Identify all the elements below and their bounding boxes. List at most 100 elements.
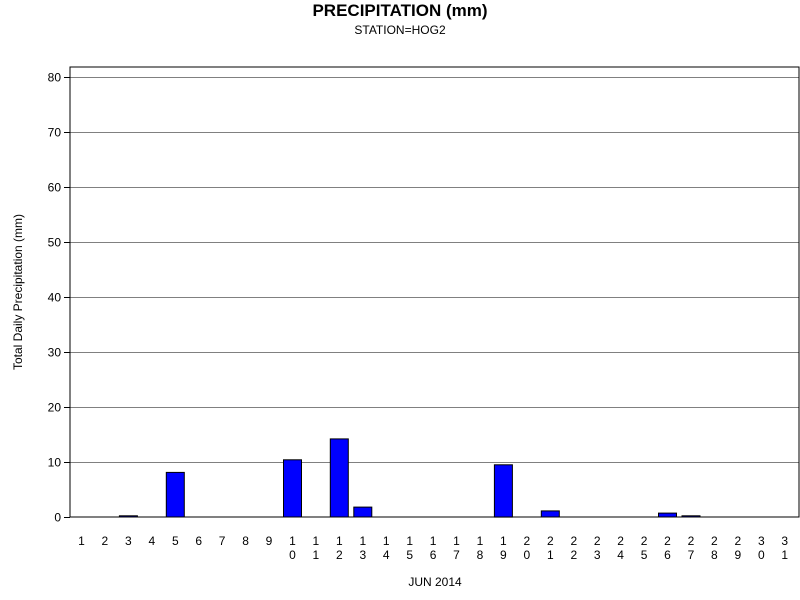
x-tick-label: 10	[289, 534, 296, 562]
x-tick-digit: 9	[266, 534, 273, 548]
x-tick-digit: 2	[734, 534, 741, 548]
x-tick-digit: 6	[195, 534, 202, 548]
x-tick-label: 20	[524, 534, 531, 562]
x-tick-digit: 8	[242, 534, 249, 548]
chart-subtitle: STATION=HOG2	[354, 23, 446, 37]
x-tick-digit: 1	[781, 548, 788, 562]
x-tick-digit: 4	[617, 548, 624, 562]
x-tick-digit: 2	[570, 548, 577, 562]
x-tick-digit: 1	[406, 534, 413, 548]
x-tick-label: 14	[383, 534, 390, 562]
y-tick-label: 60	[48, 181, 62, 195]
x-tick-digit: 1	[430, 534, 437, 548]
axes	[69, 66, 800, 518]
x-tick-digit: 1	[336, 534, 343, 548]
x-tick-digit: 1	[78, 534, 85, 548]
x-tick-label: 16	[430, 534, 437, 562]
x-tick-digit: 8	[477, 548, 484, 562]
x-tick-label: 7	[219, 534, 226, 548]
bar-day-10	[283, 459, 302, 518]
y-tick-label: 50	[48, 236, 62, 250]
x-tick-digit: 8	[711, 548, 718, 562]
x-tick-digit: 5	[172, 534, 179, 548]
x-tick-label: 27	[688, 534, 695, 562]
y-tick-label: 0	[54, 511, 61, 525]
x-tick-label: 19	[500, 534, 507, 562]
x-tick-label: 12	[336, 534, 343, 562]
x-tick-digit: 2	[664, 534, 671, 548]
x-tick-label: 8	[242, 534, 249, 548]
x-tick-label: 31	[781, 534, 788, 562]
x-tick-digit: 1	[313, 534, 320, 548]
y-tick-label: 40	[48, 291, 62, 305]
x-tick-label: 26	[664, 534, 671, 562]
y-tick-label: 30	[48, 346, 62, 360]
x-tick-digit: 2	[617, 534, 624, 548]
x-tick-label: 23	[594, 534, 601, 562]
x-tick-digit: 5	[406, 548, 413, 562]
x-tick-digit: 1	[547, 548, 554, 562]
x-tick-digit: 1	[453, 534, 460, 548]
x-tick-digit: 5	[641, 548, 648, 562]
x-tick-label: 17	[453, 534, 460, 562]
bar-day-26	[658, 512, 677, 518]
x-tick-label: 29	[734, 534, 741, 562]
x-tick-digit: 1	[383, 534, 390, 548]
x-tick-digit: 3	[359, 548, 366, 562]
x-tick-label: 22	[570, 534, 577, 562]
x-tick-label: 30	[758, 534, 765, 562]
x-tick-label: 1	[78, 534, 85, 548]
x-tick-label: 28	[711, 534, 718, 562]
x-tick-digit: 2	[524, 534, 531, 548]
x-tick-digit: 3	[125, 534, 132, 548]
x-tick-digit: 0	[524, 548, 531, 562]
x-tick-digit: 3	[781, 534, 788, 548]
x-tick-digit: 2	[641, 534, 648, 548]
x-tick-digit: 1	[477, 534, 484, 548]
bar-day-21	[540, 510, 560, 518]
x-tick-digit: 7	[688, 548, 695, 562]
grid-lines	[70, 77, 799, 463]
x-tick-label: 3	[125, 534, 132, 548]
x-tick-label: 5	[172, 534, 179, 548]
x-tick-digit: 4	[383, 548, 390, 562]
x-tick-digit: 2	[711, 534, 718, 548]
bar-day-19	[493, 464, 513, 518]
x-tick-digit: 2	[102, 534, 109, 548]
bar-day-13	[353, 506, 373, 518]
chart-title: PRECIPITATION (mm)	[312, 1, 488, 20]
x-tick-label: 13	[359, 534, 366, 562]
x-tick-digit: 2	[570, 534, 577, 548]
y-tick-label: 10	[48, 456, 62, 470]
x-axis-label: JUN 2014	[408, 575, 462, 589]
x-tick-label: 9	[266, 534, 273, 548]
bars	[118, 438, 701, 518]
x-ticks: 1 2 3 4 5 6 7 8 9 1011121314151617181920212223242…	[78, 534, 788, 562]
y-tick-label: 70	[48, 126, 62, 140]
x-tick-digit: 2	[688, 534, 695, 548]
y-tick-label: 80	[48, 71, 62, 85]
x-tick-label: 6	[195, 534, 202, 548]
bar-day-12	[329, 438, 349, 518]
x-tick-digit: 1	[313, 548, 320, 562]
x-tick-label: 24	[617, 534, 624, 562]
x-tick-digit: 1	[289, 534, 296, 548]
y-axis-label: Total Daily Precipitation (mm)	[11, 214, 25, 370]
x-tick-digit: 7	[453, 548, 460, 562]
x-tick-label: 18	[477, 534, 484, 562]
x-tick-digit: 9	[734, 548, 741, 562]
x-tick-label: 15	[406, 534, 413, 562]
x-tick-digit: 0	[289, 548, 296, 562]
bar-day-5	[165, 471, 185, 518]
x-tick-digit: 2	[547, 534, 554, 548]
x-tick-digit: 2	[594, 534, 601, 548]
x-tick-label: 4	[148, 534, 155, 548]
y-tick-label: 20	[48, 401, 62, 415]
x-tick-digit: 1	[500, 534, 507, 548]
y-ticks: 0 10 20 30 40 50 60 70 80	[48, 71, 70, 525]
x-tick-digit: 0	[758, 548, 765, 562]
x-tick-digit: 1	[359, 534, 366, 548]
x-tick-digit: 6	[664, 548, 671, 562]
x-tick-digit: 7	[219, 534, 226, 548]
